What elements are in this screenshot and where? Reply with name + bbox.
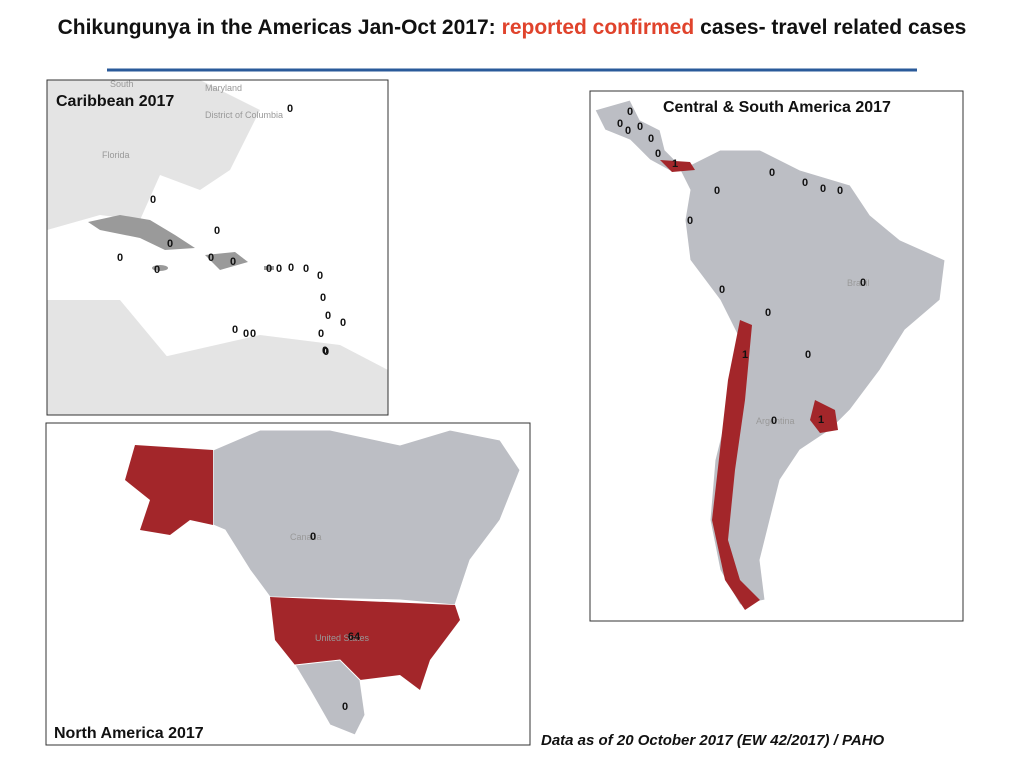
case-count: 0 xyxy=(303,263,309,275)
case-count: 1 xyxy=(742,349,748,361)
case-count: 0 xyxy=(769,167,775,179)
panel-title: North America 2017 xyxy=(54,725,204,742)
case-count: 0 xyxy=(342,701,348,713)
case-count: 0 xyxy=(288,262,294,274)
place-label: Brazil xyxy=(847,278,870,288)
case-count: 0 xyxy=(154,264,160,276)
case-count: 0 xyxy=(719,284,725,296)
case-count: 0 xyxy=(802,177,808,189)
case-count: 1 xyxy=(672,158,678,170)
case-count: 0 xyxy=(627,106,633,118)
case-count: 0 xyxy=(322,345,328,357)
case-count: 0 xyxy=(325,310,331,322)
place-label: Florida xyxy=(102,150,130,160)
case-count: 0 xyxy=(340,317,346,329)
case-count: 0 xyxy=(714,185,720,197)
case-count: 0 xyxy=(317,270,323,282)
case-count: 0 xyxy=(243,328,249,340)
place-label: Argentina xyxy=(756,416,795,426)
panel-title: Central & South America 2017 xyxy=(663,99,891,116)
slide-title: Chikungunya in the Americas Jan-Oct 2017… xyxy=(17,14,1007,42)
south-america-map xyxy=(594,99,946,610)
case-count: 0 xyxy=(266,263,272,275)
footnote: Data as of 20 October 2017 (EW 42/2017) … xyxy=(541,732,885,749)
case-count: 0 xyxy=(860,277,866,289)
case-count: 0 xyxy=(805,349,811,361)
case-count: 0 xyxy=(771,415,777,427)
case-count: 1 xyxy=(818,414,824,426)
panel-frame xyxy=(46,79,389,416)
case-count: 0 xyxy=(648,133,654,145)
case-count: 0 xyxy=(167,238,173,250)
panel-title: Caribbean 2017 xyxy=(56,93,174,110)
case-count: 0 xyxy=(230,256,236,268)
case-count: 0 xyxy=(276,263,282,275)
place-label: United States xyxy=(315,633,370,643)
place-label: South xyxy=(110,79,134,89)
case-count: 0 xyxy=(117,252,123,264)
case-count: 0 xyxy=(837,185,843,197)
title-text: Chikungunya in the Americas Jan-Oct 2017… xyxy=(57,16,496,39)
place-label: Canada xyxy=(290,532,322,542)
place-label: District of Columbia xyxy=(205,110,283,120)
north-america-map xyxy=(125,429,521,736)
case-count: 0 xyxy=(765,307,771,319)
case-count: 0 xyxy=(323,346,329,358)
case-count: 0 xyxy=(287,103,293,115)
panel-frame xyxy=(589,90,964,622)
title-highlight: reported confirmed xyxy=(501,16,695,39)
case-count: 0 xyxy=(208,252,214,264)
title-text: cases- travel related cases xyxy=(700,16,967,39)
panel-frame xyxy=(45,422,531,746)
place-label: Maryland xyxy=(205,83,242,93)
case-count: 0 xyxy=(232,324,238,336)
case-count: 0 xyxy=(320,292,326,304)
caribbean-map xyxy=(47,80,388,415)
case-count: 0 xyxy=(150,194,156,206)
case-count: 0 xyxy=(687,215,693,227)
case-count: 0 xyxy=(637,121,643,133)
case-count: 0 xyxy=(820,183,826,195)
case-count: 0 xyxy=(214,225,220,237)
case-count: 0 xyxy=(655,148,661,160)
case-count: 0 xyxy=(625,125,631,137)
case-count: 64 xyxy=(348,631,361,643)
case-count: 0 xyxy=(250,328,256,340)
case-count: 0 xyxy=(318,328,324,340)
case-count: 0 xyxy=(310,531,316,543)
case-count: 0 xyxy=(617,118,623,130)
